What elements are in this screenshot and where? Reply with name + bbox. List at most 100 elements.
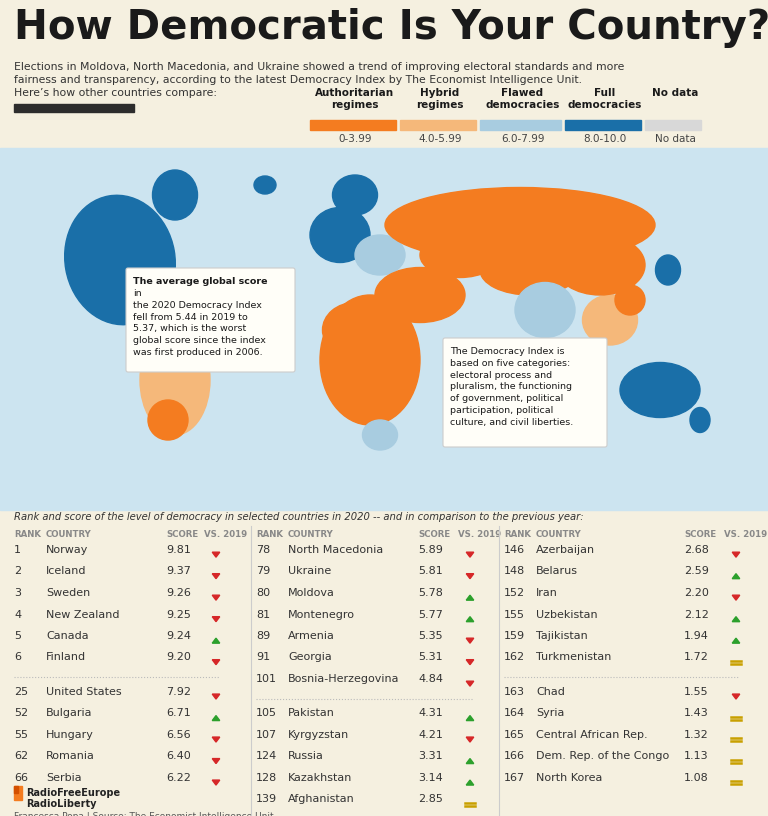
Text: Montenegro: Montenegro — [288, 610, 355, 619]
Ellipse shape — [153, 170, 197, 220]
Text: COUNTRY: COUNTRY — [536, 530, 581, 539]
Text: Russia: Russia — [288, 752, 324, 761]
Text: 1.94: 1.94 — [684, 631, 709, 641]
Polygon shape — [732, 617, 740, 622]
Text: RANK: RANK — [14, 530, 41, 539]
Text: 4: 4 — [14, 610, 22, 619]
Text: The Democracy Index is
based on five categories:
electoral process and
pluralism: The Democracy Index is based on five cat… — [450, 347, 573, 427]
Text: Chad: Chad — [536, 687, 565, 697]
Text: fairness and transparency, according to the latest Democracy Index by The Econom: fairness and transparency, according to … — [14, 75, 582, 85]
Text: 1: 1 — [14, 545, 21, 555]
Bar — [0, 148, 768, 510]
Text: Bosnia-Herzegovina: Bosnia-Herzegovina — [288, 674, 399, 684]
Text: Finland: Finland — [46, 653, 86, 663]
Text: Turkmenistan: Turkmenistan — [536, 653, 611, 663]
Text: 2: 2 — [14, 566, 22, 576]
Text: Flawed
democracies: Flawed democracies — [485, 88, 560, 110]
Text: 2.85: 2.85 — [418, 795, 443, 805]
Text: 6.40: 6.40 — [166, 752, 190, 761]
Text: Full
democracies: Full democracies — [568, 88, 642, 110]
Text: 165: 165 — [504, 730, 525, 740]
Text: COUNTRY: COUNTRY — [288, 530, 334, 539]
Text: 1.72: 1.72 — [684, 653, 709, 663]
Text: 91: 91 — [256, 653, 270, 663]
Text: 163: 163 — [504, 687, 525, 697]
Ellipse shape — [323, 303, 388, 357]
Text: 101: 101 — [256, 674, 277, 684]
Text: Norway: Norway — [46, 545, 88, 555]
Text: United States: United States — [46, 687, 121, 697]
Text: Iran: Iran — [536, 588, 558, 598]
Ellipse shape — [362, 420, 398, 450]
Text: 1.32: 1.32 — [684, 730, 709, 740]
Text: 9.25: 9.25 — [166, 610, 191, 619]
Ellipse shape — [615, 285, 645, 315]
Text: 9.24: 9.24 — [166, 631, 191, 641]
Polygon shape — [466, 638, 474, 643]
Text: 0-3.99: 0-3.99 — [338, 134, 372, 144]
Bar — [400, 120, 476, 130]
Text: 81: 81 — [256, 610, 270, 619]
Text: 148: 148 — [504, 566, 525, 576]
Text: Francesca Popa | Source: The Economist Intelligence Unit: Francesca Popa | Source: The Economist I… — [14, 812, 273, 816]
Text: 4.0-5.99: 4.0-5.99 — [419, 134, 462, 144]
Text: SCORE: SCORE — [684, 530, 716, 539]
Ellipse shape — [480, 245, 580, 295]
Polygon shape — [212, 716, 220, 721]
Polygon shape — [466, 780, 474, 785]
Text: 79: 79 — [256, 566, 270, 576]
Text: 4.31: 4.31 — [418, 708, 442, 718]
Polygon shape — [732, 638, 740, 643]
Text: Romania: Romania — [46, 752, 95, 761]
Polygon shape — [212, 574, 220, 579]
Text: No data: No data — [654, 134, 696, 144]
Polygon shape — [732, 574, 740, 579]
Polygon shape — [466, 737, 474, 742]
Text: Sweden: Sweden — [46, 588, 91, 598]
Bar — [310, 120, 396, 130]
Bar — [14, 786, 22, 800]
Text: 9.37: 9.37 — [166, 566, 191, 576]
Polygon shape — [212, 595, 220, 601]
Text: Kazakhstan: Kazakhstan — [288, 773, 353, 783]
Text: 128: 128 — [256, 773, 277, 783]
Polygon shape — [466, 659, 474, 665]
Text: 162: 162 — [504, 653, 525, 663]
Text: 2.68: 2.68 — [684, 545, 709, 555]
Polygon shape — [466, 595, 474, 601]
Polygon shape — [466, 552, 474, 557]
Ellipse shape — [375, 268, 465, 322]
Text: 78: 78 — [256, 545, 270, 555]
Text: 5.81: 5.81 — [418, 566, 442, 576]
Polygon shape — [732, 552, 740, 557]
Text: 1.55: 1.55 — [684, 687, 709, 697]
Text: Uzbekistan: Uzbekistan — [536, 610, 598, 619]
Text: 5.77: 5.77 — [418, 610, 443, 619]
Text: 6.22: 6.22 — [166, 773, 191, 783]
Text: 7.92: 7.92 — [166, 687, 191, 697]
Ellipse shape — [254, 176, 276, 194]
Text: 1.43: 1.43 — [684, 708, 709, 718]
Text: 167: 167 — [504, 773, 525, 783]
Polygon shape — [212, 759, 220, 764]
Ellipse shape — [310, 207, 370, 263]
Text: 2.12: 2.12 — [684, 610, 709, 619]
Text: 3.31: 3.31 — [418, 752, 442, 761]
Text: 3.14: 3.14 — [418, 773, 442, 783]
Text: SCORE: SCORE — [418, 530, 450, 539]
Text: 80: 80 — [256, 588, 270, 598]
Text: Hungary: Hungary — [46, 730, 94, 740]
Text: 52: 52 — [14, 708, 28, 718]
Text: 6.71: 6.71 — [166, 708, 190, 718]
Text: Iceland: Iceland — [46, 566, 87, 576]
Text: RANK: RANK — [256, 530, 283, 539]
Ellipse shape — [355, 235, 405, 275]
Text: 6: 6 — [14, 653, 21, 663]
Text: Canada: Canada — [46, 631, 88, 641]
Polygon shape — [212, 694, 220, 699]
Text: 2.20: 2.20 — [684, 588, 709, 598]
Text: 139: 139 — [256, 795, 277, 805]
Text: 5.35: 5.35 — [418, 631, 442, 641]
Ellipse shape — [65, 195, 175, 325]
Ellipse shape — [555, 235, 645, 295]
